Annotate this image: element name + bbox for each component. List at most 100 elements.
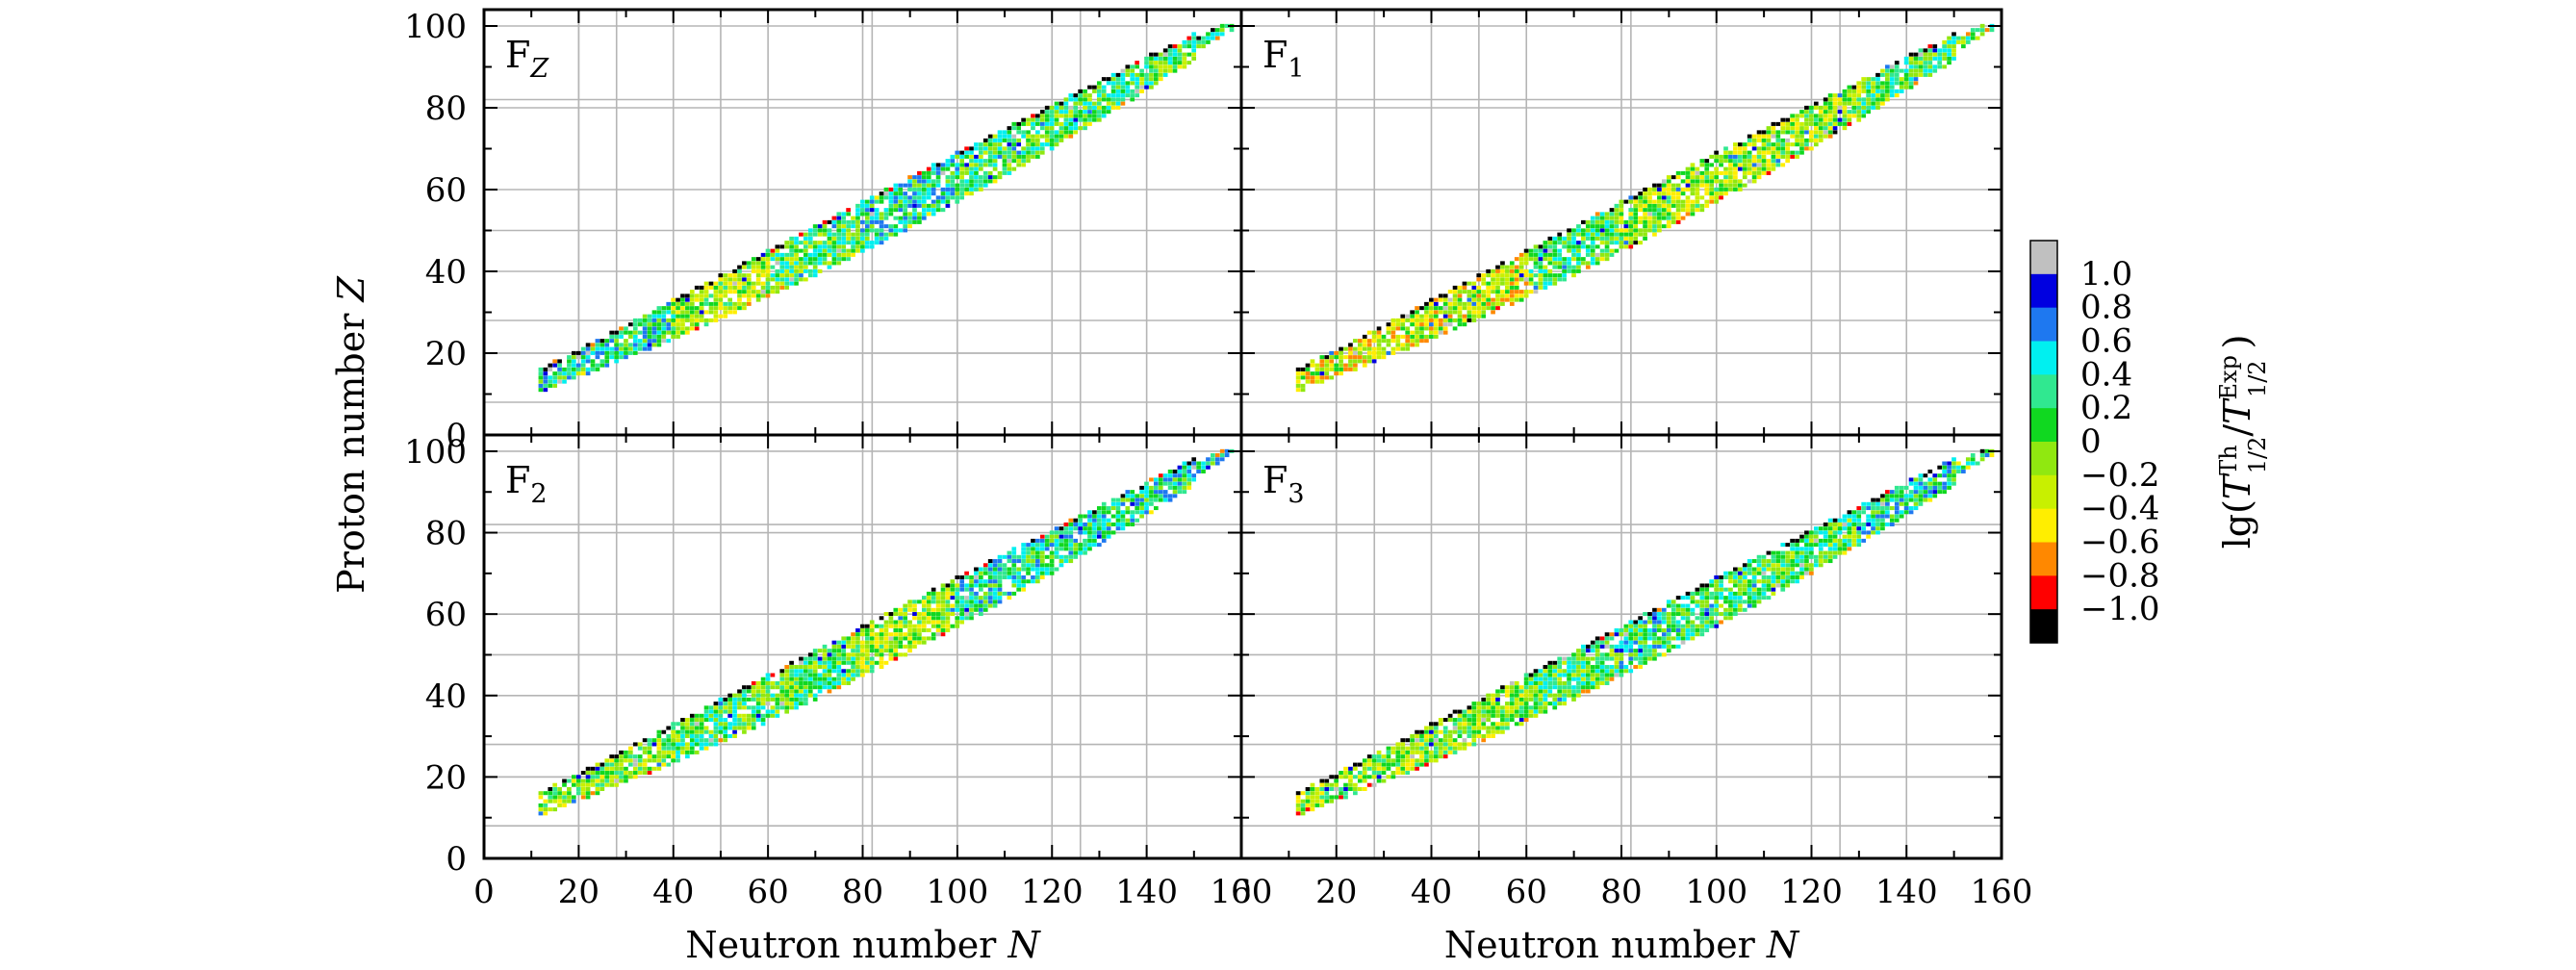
nuclide-cell xyxy=(1021,559,1026,564)
nuclide-cell xyxy=(1186,477,1192,482)
nuclide-cell xyxy=(1011,138,1017,142)
nuclide-cell xyxy=(1609,644,1615,649)
nuclide-cell xyxy=(1528,673,1534,677)
nuclide-cell xyxy=(1756,150,1762,155)
nuclide-cell xyxy=(979,154,983,159)
nuclide-cell xyxy=(1467,713,1472,718)
nuclide-cell xyxy=(1562,268,1567,273)
nuclide-cell xyxy=(1699,627,1705,632)
nuclide-cell xyxy=(1638,216,1643,220)
nuclide-cell xyxy=(1557,248,1563,253)
nuclide-cell xyxy=(1614,649,1620,653)
nuclide-cell xyxy=(1685,627,1691,632)
nuclide-cell xyxy=(699,718,704,723)
nuclide-cell xyxy=(628,746,633,751)
nuclide-cell xyxy=(1709,583,1715,588)
nuclide-cell xyxy=(1680,632,1686,637)
nuclide-cell xyxy=(855,224,860,229)
nuclide-cell xyxy=(1162,490,1168,495)
nuclide-cell xyxy=(1771,154,1776,159)
nuclide-cell xyxy=(1002,146,1007,151)
nuclide-cell xyxy=(921,195,927,200)
nuclide-cell xyxy=(1871,85,1875,89)
nuclide-cell xyxy=(1007,150,1012,155)
nuclide-cell xyxy=(888,212,894,217)
nuclide-cell xyxy=(1571,693,1576,698)
nuclide-cell xyxy=(1742,183,1747,188)
nuclide-cell xyxy=(888,199,894,204)
nuclide-cell xyxy=(855,208,860,213)
nuclide-cell xyxy=(1442,733,1448,738)
nuclide-cell xyxy=(1096,510,1102,515)
nuclide-cell xyxy=(1590,676,1595,681)
nuclide-cell xyxy=(1300,791,1306,796)
nuclide-cell xyxy=(1585,244,1591,249)
nuclide-cell xyxy=(1690,179,1696,184)
nuclide-cell xyxy=(1130,518,1135,523)
nuclide-cell xyxy=(1158,485,1163,490)
nuclide-cell xyxy=(1666,191,1671,196)
nuclide-cell xyxy=(789,268,794,273)
nuclide-cell xyxy=(831,680,837,685)
nuclide-cell xyxy=(935,612,941,617)
nuclide-cell xyxy=(1628,219,1634,224)
nuclide-cell xyxy=(1614,669,1620,674)
nuclide-cell xyxy=(637,339,643,344)
nuclide-cell xyxy=(1135,85,1140,89)
nuclide-cell xyxy=(982,183,988,188)
nuclide-cell xyxy=(1643,212,1647,217)
nuclide-cell xyxy=(1410,334,1415,339)
nuclide-cell xyxy=(1657,607,1662,612)
nuclide-cell xyxy=(661,762,667,767)
nuclide-cell xyxy=(1737,146,1743,151)
nuclide-cell xyxy=(1614,241,1620,245)
nuclide-cell xyxy=(694,733,700,738)
nuclide-cell xyxy=(1462,281,1467,286)
nuclide-cell xyxy=(1054,110,1059,115)
nuclide-cell xyxy=(1362,779,1367,783)
nuclide-cell xyxy=(1538,685,1543,690)
nuclide-cell xyxy=(1685,187,1691,191)
nuclide-cell xyxy=(1643,199,1647,204)
nuclide-cell xyxy=(888,620,894,625)
nuclide-cell xyxy=(831,644,837,649)
nuclide-cell xyxy=(1609,665,1615,670)
nuclide-cell xyxy=(1386,330,1391,335)
nuclide-cell xyxy=(1125,522,1131,526)
nuclide-cell xyxy=(1462,306,1467,311)
nuclide-cell xyxy=(926,620,931,625)
nuclide-cell xyxy=(1633,656,1639,661)
nuclide-cell xyxy=(1191,457,1197,462)
nuclide-cell xyxy=(1543,241,1548,245)
nuclide-cell xyxy=(1310,807,1315,812)
nuclide-cell xyxy=(1818,105,1824,110)
nuclide-cell xyxy=(1319,363,1325,368)
nuclide-cell xyxy=(1120,510,1126,515)
nuclide-cell xyxy=(1167,44,1173,49)
nuclide-cell xyxy=(1135,81,1140,86)
nuclide-cell xyxy=(1576,248,1581,253)
nuclide-cell xyxy=(1509,273,1515,278)
nuclide-cell xyxy=(737,697,742,702)
nuclide-cell xyxy=(912,179,917,184)
nuclide-cell xyxy=(1405,314,1411,319)
nuclide-cell xyxy=(935,607,941,612)
nuclide-cell xyxy=(846,636,851,641)
nuclide-cell xyxy=(1505,713,1510,718)
nuclide-cell xyxy=(1447,750,1453,754)
nuclide-cell xyxy=(1590,216,1595,220)
nuclide-cell xyxy=(1400,322,1406,327)
nuclide-cell xyxy=(1604,640,1610,645)
nuclide-cell xyxy=(883,636,889,641)
nuclide-cell xyxy=(676,318,680,322)
nuclide-cell xyxy=(1343,791,1348,796)
nuclide-cell xyxy=(689,726,695,730)
nuclide-cell xyxy=(580,367,586,371)
nuclide-cell xyxy=(1063,559,1069,564)
nuclide-cell xyxy=(1371,330,1377,335)
nuclide-cell xyxy=(855,644,860,649)
nuclide-cell xyxy=(1087,518,1092,523)
nuclide-cell xyxy=(1576,693,1581,698)
nuclide-cell xyxy=(784,665,790,670)
nuclide-cell xyxy=(699,318,704,322)
